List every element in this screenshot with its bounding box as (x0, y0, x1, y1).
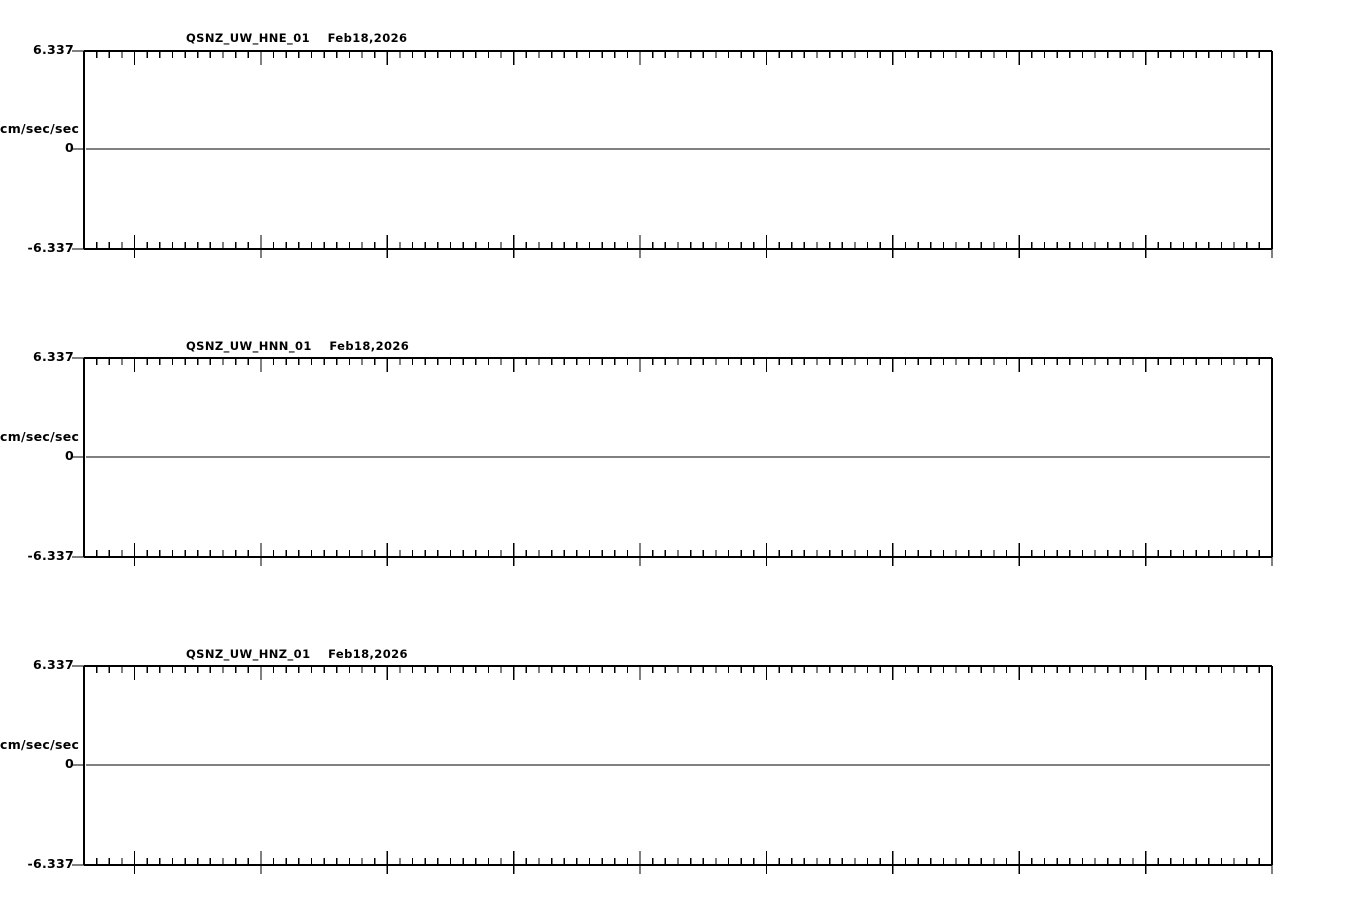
y-axis-max-label: 6.337 (32, 657, 74, 672)
panel-title-hne: QSNZ_UW_HNE_01 Feb18,2026 (186, 31, 408, 45)
y-axis-max-label: 6.337 (32, 349, 74, 364)
panel-title-hnn: QSNZ_UW_HNN_01 Feb18,2026 (186, 339, 410, 353)
y-axis-min-label: -6.337 (27, 240, 74, 255)
panel-title-hnz: QSNZ_UW_HNZ_01 Feb18,2026 (186, 647, 408, 661)
y-axis-min-label: -6.337 (27, 856, 74, 871)
y-axis-units-label: cm/sec/sec (0, 737, 80, 752)
y-axis-max-label: 6.337 (32, 42, 74, 57)
y-axis-zero-label: 0 (65, 448, 74, 463)
y-axis-zero-label: 0 (65, 140, 74, 155)
y-axis-units-label: cm/sec/sec (0, 429, 80, 444)
y-axis-units-label: cm/sec/sec (0, 121, 80, 136)
y-axis-min-label: -6.337 (27, 548, 74, 563)
y-axis-zero-label: 0 (65, 756, 74, 771)
